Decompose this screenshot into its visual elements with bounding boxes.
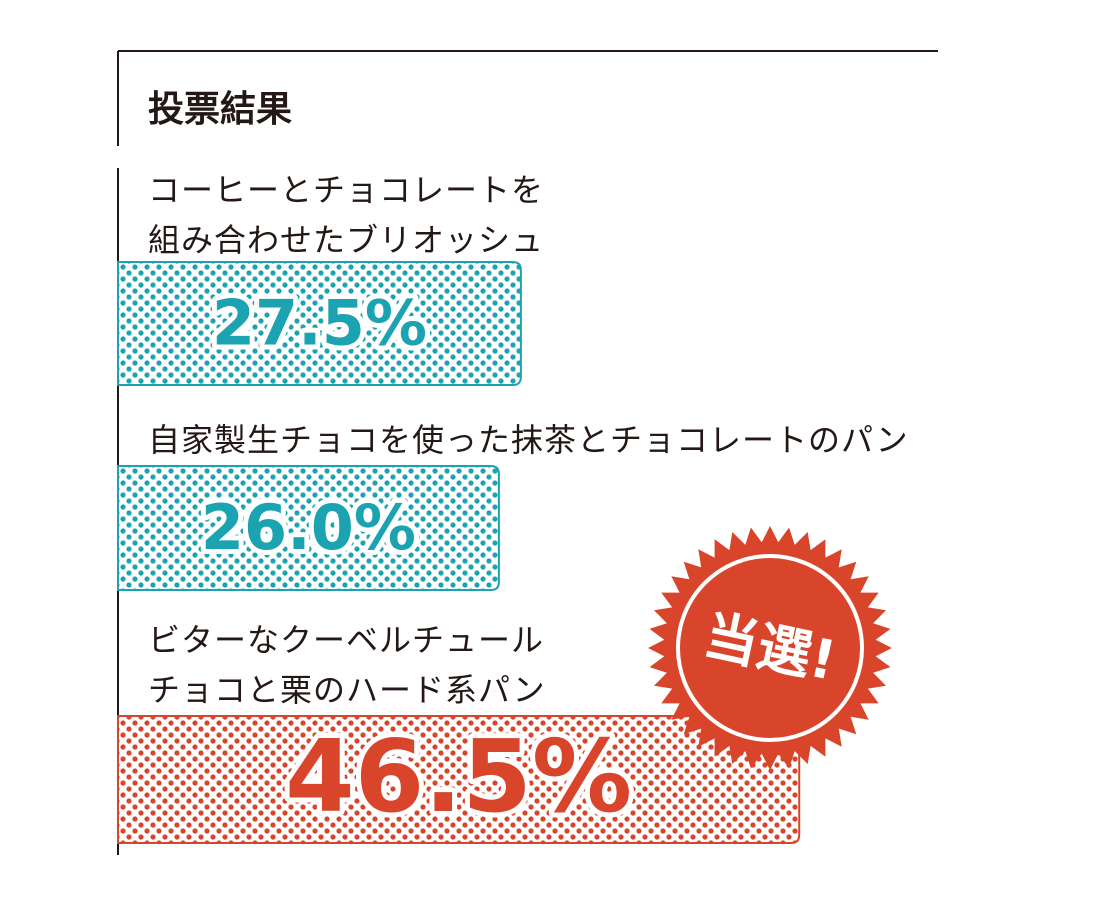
value-label: 27.5% (212, 287, 427, 360)
category-label: コーヒーとチョコレートを 組み合わせたブリオッシュ (148, 171, 545, 259)
chart-title: 投票結果 (148, 89, 293, 130)
bar (117, 465, 500, 591)
value-label: 46.5% (285, 718, 632, 835)
category-label: ビターなクーベルチュール チョコと栗のハード系パン (148, 621, 546, 709)
value-label: 26.0% (201, 491, 416, 564)
category-label: 自家製生チョコを使った抹茶とチョコレートのパン (148, 421, 909, 459)
bar (117, 261, 522, 386)
badge-burst (648, 526, 892, 770)
winner-badge: 当選! (648, 526, 892, 770)
badge-ring (676, 554, 864, 742)
